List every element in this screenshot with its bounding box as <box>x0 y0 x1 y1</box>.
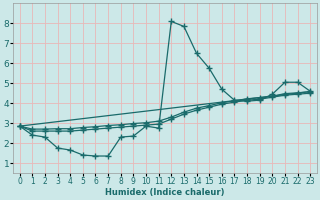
X-axis label: Humidex (Indice chaleur): Humidex (Indice chaleur) <box>105 188 225 197</box>
